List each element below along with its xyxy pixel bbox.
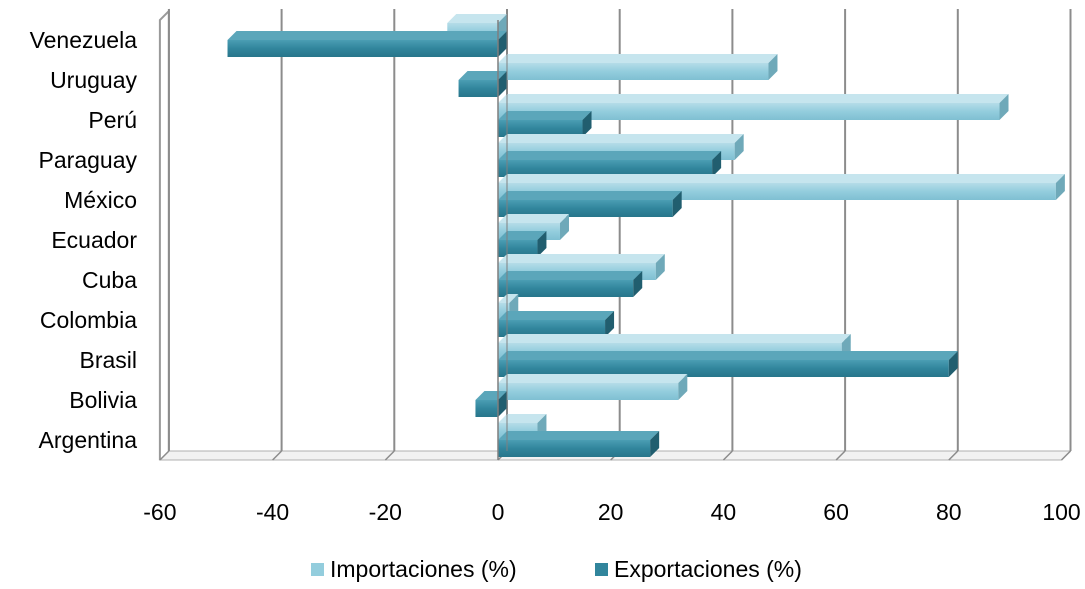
category-label-bolivia: Bolivia	[69, 387, 137, 413]
category-label-venezuela: Venezuela	[30, 27, 138, 53]
legend-swatch-exportaciones	[595, 563, 608, 576]
gridlines	[159, 9, 1072, 461]
axis-lines	[497, 9, 508, 460]
category-label-argentina: Argentina	[39, 427, 138, 453]
x-tick-label: 0	[492, 499, 505, 525]
x-tick-labels: -60 -40 -20 0 20 40 60 80 100	[143, 499, 1080, 525]
x-tick-label: 20	[598, 499, 624, 525]
bar-exportaciones-ecuador	[498, 231, 547, 257]
category-label-colombia: Colombia	[40, 307, 137, 333]
gridline-depth-60	[835, 450, 846, 461]
legend: Importaciones (%) Exportaciones (%)	[311, 556, 802, 582]
bar-exportaciones-venezuela	[227, 31, 507, 57]
category-label-paraguay: Paraguay	[39, 147, 138, 173]
bar-exportaciones-paraguay	[498, 151, 722, 177]
bar-exportaciones-cuba	[498, 271, 643, 297]
gridline-depth-40	[272, 450, 283, 461]
x-tick-label: 100	[1042, 499, 1080, 525]
bar-importaciones-peru	[498, 94, 1009, 120]
bar-exportaciones-bolivia	[475, 391, 507, 417]
x-tick-label: -20	[369, 499, 402, 525]
bar-exportaciones-argentina	[498, 431, 660, 457]
bar-importaciones-bolivia	[498, 374, 688, 400]
legend-label-importaciones: Importaciones (%)	[330, 556, 517, 582]
gridline-depth-100	[1060, 450, 1072, 461]
bar-importaciones-uruguay	[498, 54, 778, 80]
gridline-depth-80	[948, 450, 959, 461]
category-label-mexico: México	[64, 187, 137, 213]
x-tick-label: 60	[823, 499, 849, 525]
gridline-depth-20	[384, 450, 395, 461]
bar-exportaciones-uruguay	[458, 71, 507, 97]
legend-label-exportaciones: Exportaciones (%)	[614, 556, 802, 582]
legend-swatch-importaciones	[311, 563, 324, 576]
side-wall	[158, 8, 170, 460]
category-label-uruguay: Uruguay	[50, 67, 137, 93]
x-tick-label: 40	[711, 499, 737, 525]
bar-exportaciones-peru	[498, 111, 592, 137]
bar-exportaciones-brasil	[498, 351, 958, 377]
x-tick-label: -60	[143, 499, 176, 525]
category-labels: Argentina Bolivia Brasil Colombia Cuba Ecuado…	[30, 27, 138, 453]
category-label-brasil: Brasil	[79, 347, 137, 373]
x-tick-label: -40	[256, 499, 289, 525]
gridline-depth-40	[722, 450, 733, 461]
x-tick-label: 80	[936, 499, 962, 525]
bar-exportaciones-colombia	[498, 311, 615, 337]
category-label-cuba: Cuba	[82, 267, 137, 293]
bar-exportaciones-mexico	[498, 191, 682, 217]
bars	[227, 14, 1065, 457]
category-label-ecuador: Ecuador	[51, 227, 137, 253]
gridline-depth-60	[159, 450, 170, 461]
category-label-peru: Perú	[88, 107, 137, 133]
